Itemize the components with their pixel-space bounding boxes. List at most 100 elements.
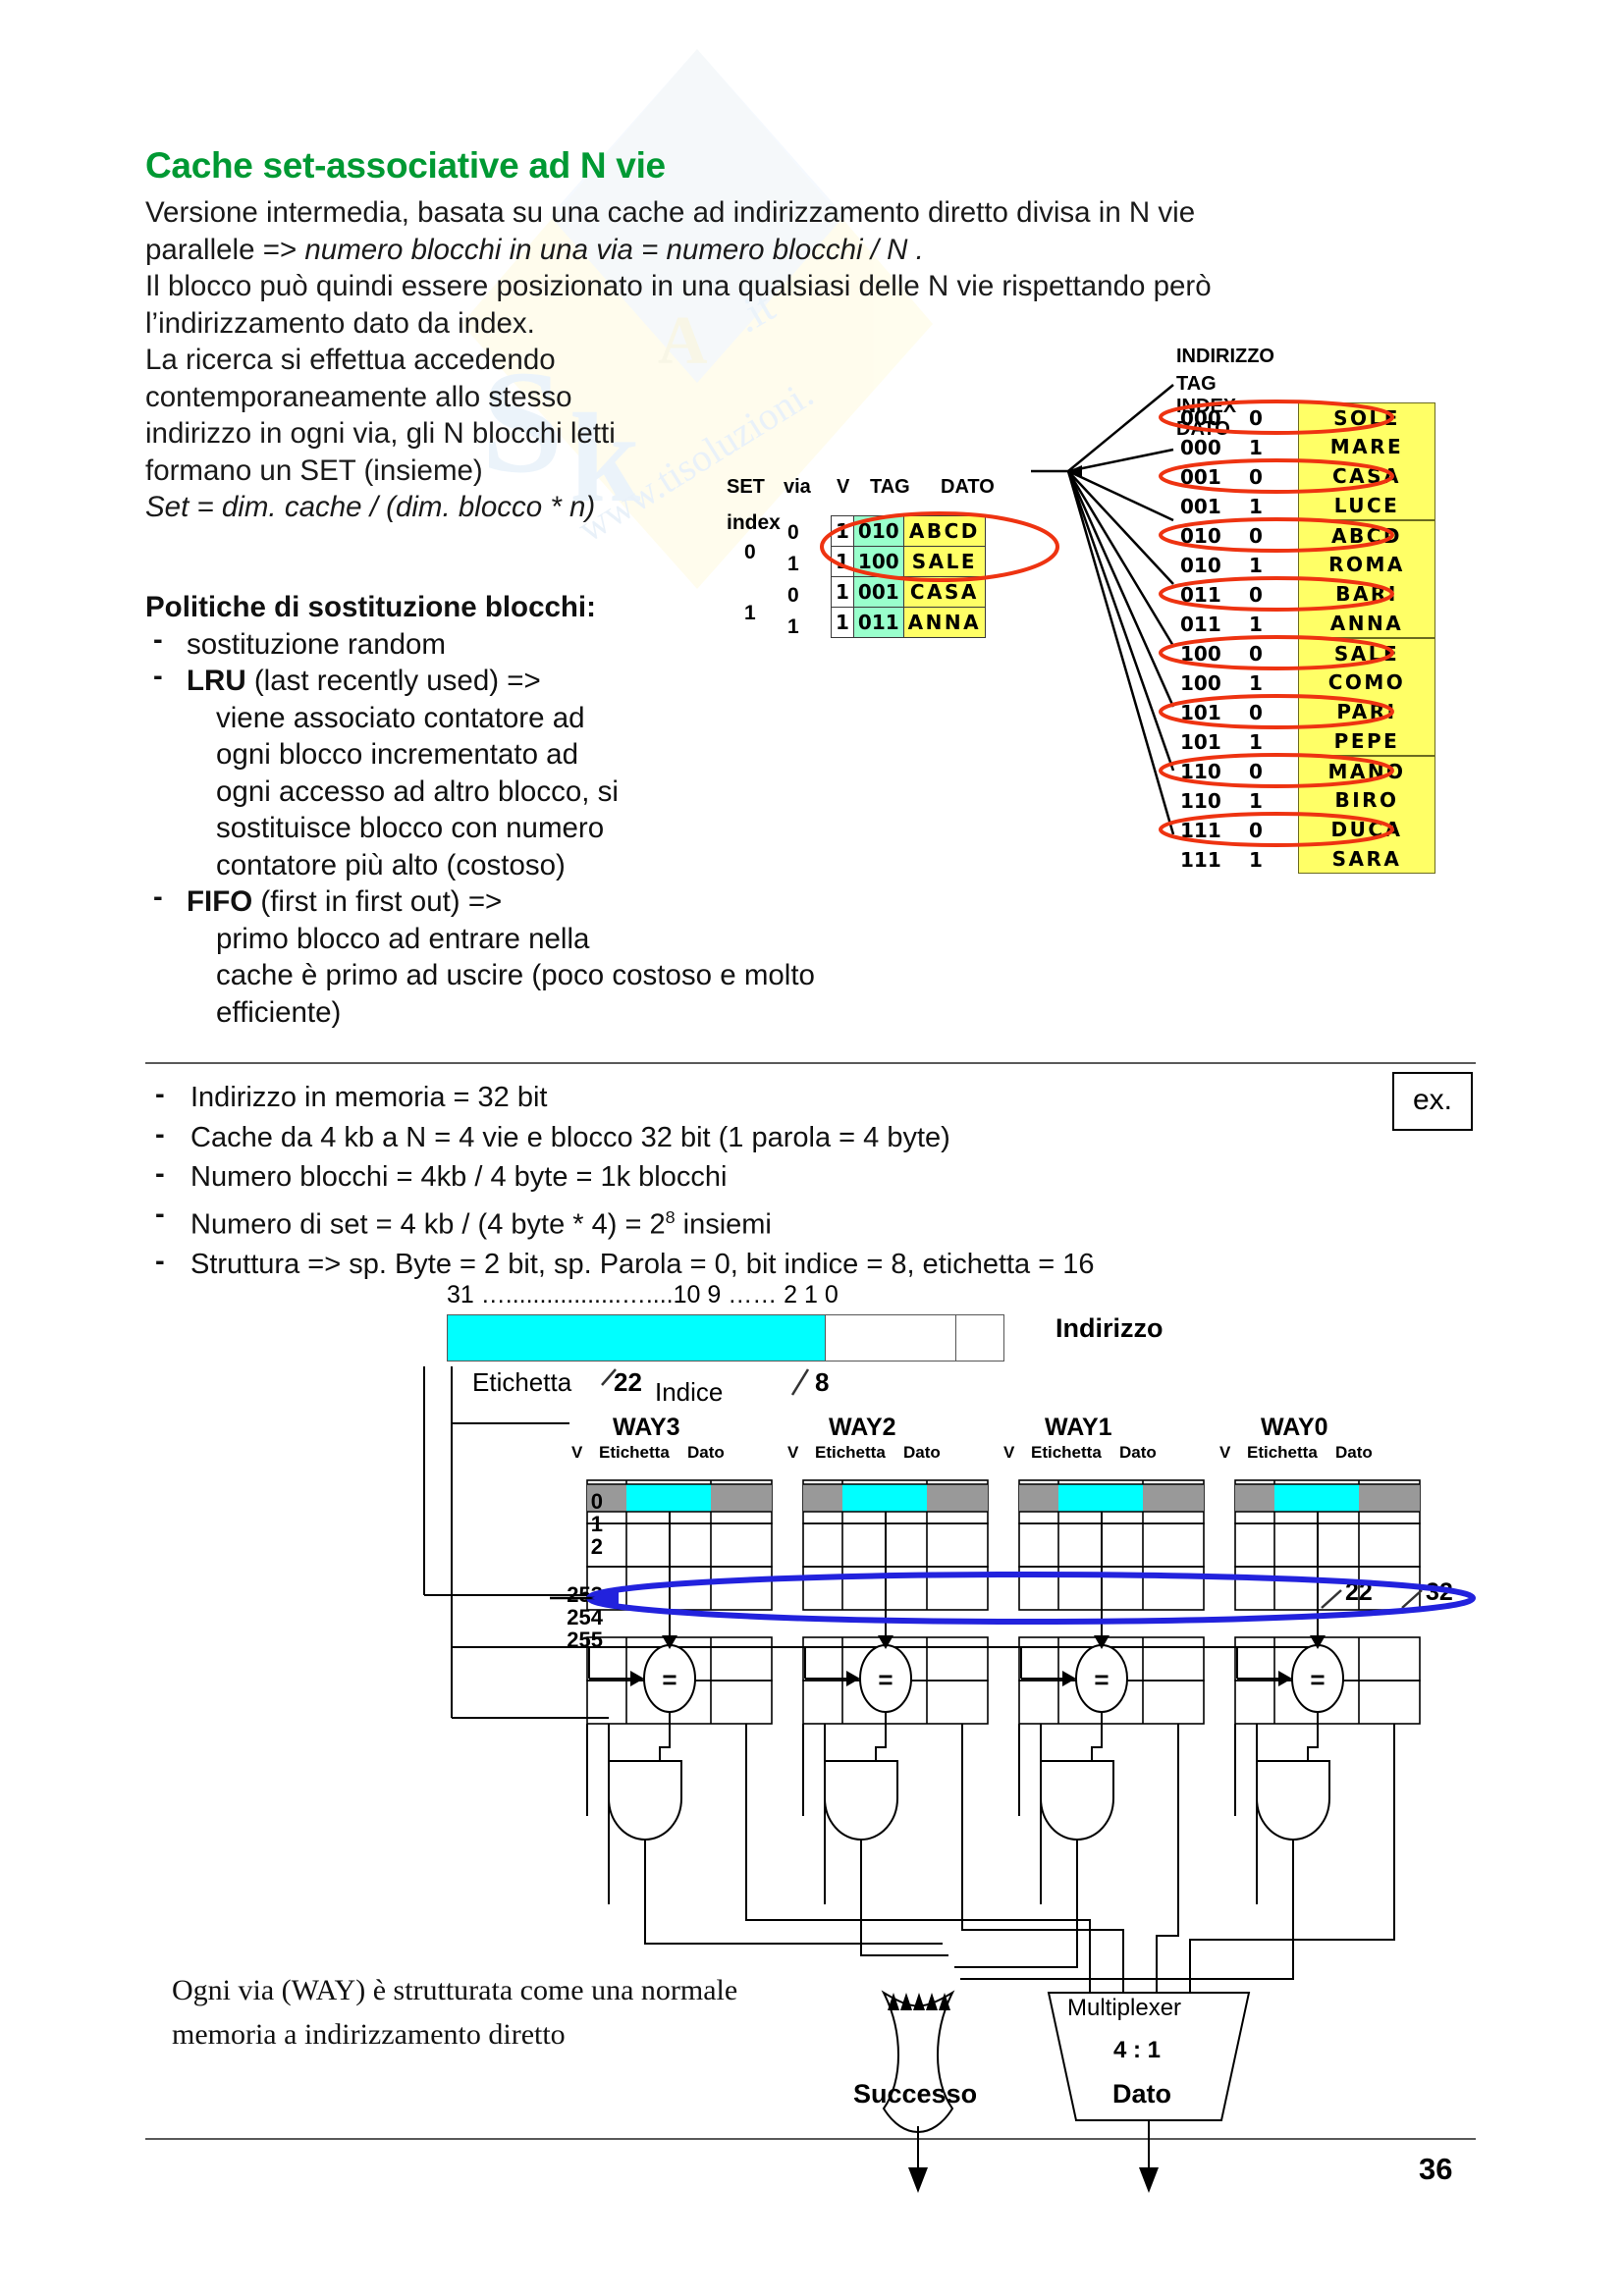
page-number: 36 (1419, 2152, 1453, 2186)
cache-dato-2: CASA (902, 576, 987, 608)
page-title: Cache set-associative ad N vie (145, 145, 666, 186)
memory-index: 1 (1249, 554, 1263, 577)
way-row-label-0: 0 (590, 1489, 603, 1514)
memory-dato: COMO (1298, 667, 1435, 697)
way-title-3: WAY3 (613, 1414, 680, 1441)
memory-header-tag: TAG (1176, 373, 1217, 395)
col-header-dato: Dato (687, 1443, 725, 1462)
cache-v-2: 1 (831, 576, 854, 608)
address-label-indice: Indice (655, 1377, 724, 1407)
col-header-dato: Dato (903, 1443, 941, 1462)
list-item: 011 1 ANNA (1174, 609, 1439, 638)
example-item-1-label: Indirizzo in memoria = 32 bit (190, 1082, 548, 1113)
memory-index: 1 (1249, 789, 1263, 813)
table-row: 1 011 ANNA (831, 607, 987, 638)
example-item-3-label: Numero blocchi = 4kb / 4 byte = 1k blocc… (190, 1161, 728, 1193)
dash-bullet-icon: - (153, 623, 163, 656)
multiplexer-ratio-label: 4 : 1 (1113, 2037, 1162, 2063)
intro-line-3: Il blocco può quindi essere posizionato … (145, 270, 1212, 302)
example-item-5-label: Struttura => sp. Byte = 2 bit, sp. Parol… (190, 1248, 1095, 1280)
intro-line-2: parallele => numero blocchi in una via =… (145, 232, 1373, 269)
policy-lru-sub-1: viene associato contatore ad (216, 701, 585, 734)
address-bits-etichetta: 22 (614, 1367, 642, 1397)
list-item: 110 1 BIRO (1174, 785, 1439, 815)
policy-lru-sub-5: contatore più alto (costoso) (216, 848, 566, 881)
mapping-arrows (1031, 384, 1175, 835)
memory-index: 0 (1249, 406, 1263, 430)
footer-caption-line-2: memoria a indirizzamento diretto (172, 2018, 566, 2051)
memory-index: 1 (1249, 671, 1263, 695)
cache-via-0b: 1 (787, 553, 799, 575)
way-row-label-254: 254 (567, 1605, 603, 1629)
memory-index: 0 (1249, 524, 1263, 548)
intro-paragraph: Versione intermedia, basata su una cache… (145, 194, 1373, 342)
example-item-4-label-b: insiemi (675, 1208, 772, 1241)
col-header-v: V (787, 1443, 799, 1462)
cache-header-v: V (837, 476, 850, 498)
policy-lru: - LRU (last recently used) => (145, 661, 833, 700)
cache-tag-0: 010 (852, 515, 904, 547)
table-row: 1 010 ABCD (831, 515, 987, 547)
memory-index: 0 (1249, 642, 1263, 666)
memory-tag: 101 (1180, 730, 1221, 754)
narrow-line-2: contemporaneamente allo stesso (145, 380, 572, 413)
address-segment-index (826, 1315, 956, 1361)
address-bar (447, 1314, 1004, 1362)
narrow-line-4: formano un SET (insieme) (145, 454, 483, 487)
example-item-2: - Cache da 4 kb a N = 4 vie e blocco 32 … (149, 1118, 1095, 1158)
cache-header-tag: TAG (870, 476, 910, 498)
memory-tag: 010 (1180, 554, 1221, 577)
way-row-label-255: 255 (567, 1628, 603, 1652)
example-list: - Indirizzo in memoria = 32 bit - Cache … (149, 1078, 1095, 1284)
footer-caption: Ogni via (WAY) è strutturata come una no… (172, 1968, 737, 2056)
set-associative-logic-diagram: = = = = (423, 1366, 1453, 2193)
dash-bullet-icon: - (155, 1118, 165, 1150)
example-item-4: - Numero di set = 4 kb / (4 byte * 4) = … (149, 1198, 1095, 1245)
set-formula: Set = dim. cache / (dim. blocco * n) (145, 491, 596, 523)
example-item-4-label-a: Numero di set = 4 kb / (4 byte * 4) = 2 (190, 1208, 666, 1241)
cache-table-grid: 1 010 ABCD 1 100 SALE 1 001 CASA 1 011 A… (831, 515, 987, 638)
policies-heading: Politiche di sostituzione blocchi: (145, 591, 596, 623)
policy-fifo-sub-2: cache è primo ad uscire (poco costoso e … (216, 959, 815, 1029)
address-label-etichetta: Etichetta (472, 1367, 572, 1397)
list-item: 101 1 PEPE (1174, 726, 1439, 756)
col-header-dato: Dato (1119, 1443, 1157, 1462)
example-item-3: - Numero blocchi = 4kb / 4 byte = 1k blo… (149, 1157, 1095, 1198)
dash-bullet-icon: - (153, 661, 163, 692)
comparator-symbol: = (662, 1665, 677, 1694)
list-item: 010 1 ROMA (1174, 550, 1439, 579)
selected-set-highlight-icon (550, 1572, 1476, 1625)
dash-bullet-icon: - (155, 1198, 165, 1230)
policy-fifo-desc: (first in first out) => (260, 885, 503, 918)
cache-dato-1: SALE (902, 546, 987, 577)
replacement-policies: Politiche di sostituzione blocchi: - sos… (145, 589, 833, 1031)
memory-rows: 000 0 SOLE 000 1 MARE 001 0 CASA 001 1 LUCE 010 0… (1174, 402, 1439, 874)
way-title-1: WAY1 (1045, 1414, 1112, 1441)
example-item-5: - Struttura => sp. Byte = 2 bit, sp. Par… (149, 1245, 1095, 1285)
list-item: 111 1 SARA (1174, 844, 1439, 874)
intro-line-2-plain: parallele => (145, 233, 305, 266)
memory-dato: LUCE (1298, 491, 1435, 520)
cache-dato-0: ABCD (902, 515, 987, 547)
cache-dato-3: ANNA (902, 607, 987, 638)
policy-fifo-sub-1: primo blocco ad entrare nella (216, 922, 590, 955)
memory-dato: ANNA (1298, 609, 1435, 638)
memory-tag: 110 (1180, 789, 1221, 813)
policy-fifo: - FIFO (first in first out) => (145, 881, 833, 921)
memory-index: 1 (1249, 436, 1263, 459)
cache-header-via: via (784, 476, 811, 498)
way-title-0: WAY0 (1261, 1414, 1328, 1441)
memory-index: 1 (1249, 613, 1263, 636)
example-item-4-exponent: 8 (665, 1206, 676, 1227)
col-header-v: V (571, 1443, 583, 1462)
col-header-v: V (1003, 1443, 1015, 1462)
col-header-v: V (1219, 1443, 1231, 1462)
comparator-symbol: = (1310, 1665, 1325, 1694)
memory-dato: ROMA (1298, 550, 1435, 579)
dash-bullet-icon: - (155, 1245, 165, 1277)
example-item-2-label: Cache da 4 kb a N = 4 vie e blocco 32 bi… (190, 1121, 950, 1153)
memory-tag: 100 (1180, 671, 1221, 695)
memory-header-indirizzo: INDIRIZZO (1176, 346, 1274, 367)
way-row-label-1: 1 (590, 1512, 603, 1536)
